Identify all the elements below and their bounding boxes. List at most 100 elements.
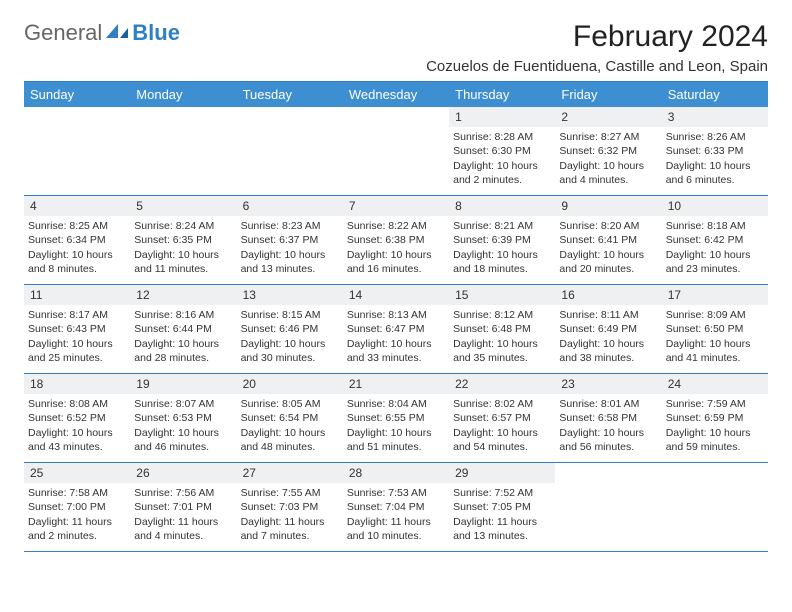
daylight-text: Daylight: 10 hours — [347, 426, 445, 440]
daylight-text: Daylight: 10 hours — [666, 426, 764, 440]
daylight-text: and 20 minutes. — [559, 262, 657, 276]
day-cell: 10Sunrise: 8:18 AMSunset: 6:42 PMDayligh… — [662, 196, 768, 284]
daylight-text: Daylight: 10 hours — [241, 248, 339, 262]
empty-cell — [662, 463, 768, 551]
sunset-text: Sunset: 6:30 PM — [453, 144, 551, 158]
date-number: 16 — [555, 285, 661, 305]
day-cell: 3Sunrise: 8:26 AMSunset: 6:33 PMDaylight… — [662, 107, 768, 195]
logo-text-blue: Blue — [132, 20, 180, 46]
day-header: Wednesday — [343, 82, 449, 107]
sunset-text: Sunset: 6:38 PM — [347, 233, 445, 247]
sunrise-text: Sunrise: 8:23 AM — [241, 219, 339, 233]
sunset-text: Sunset: 6:52 PM — [28, 411, 126, 425]
day-header: Sunday — [24, 82, 130, 107]
day-cell: 16Sunrise: 8:11 AMSunset: 6:49 PMDayligh… — [555, 285, 661, 373]
sunset-text: Sunset: 6:48 PM — [453, 322, 551, 336]
daylight-text: Daylight: 11 hours — [453, 515, 551, 529]
page-header: General Blue February 2024 Cozuelos de F… — [24, 20, 768, 75]
logo: General Blue — [24, 20, 180, 46]
sunrise-text: Sunrise: 8:27 AM — [559, 130, 657, 144]
daylight-text: and 25 minutes. — [28, 351, 126, 365]
date-number: 9 — [555, 196, 661, 216]
daylight-text: and 11 minutes. — [134, 262, 232, 276]
day-header: Friday — [555, 82, 661, 107]
daylight-text: and 10 minutes. — [347, 529, 445, 543]
title-block: February 2024 Cozuelos de Fuentiduena, C… — [426, 20, 768, 75]
date-number: 15 — [449, 285, 555, 305]
location: Cozuelos de Fuentiduena, Castille and Le… — [426, 58, 768, 75]
date-number: 13 — [237, 285, 343, 305]
day-cell: 23Sunrise: 8:01 AMSunset: 6:58 PMDayligh… — [555, 374, 661, 462]
date-number: 29 — [449, 463, 555, 483]
sunrise-text: Sunrise: 8:01 AM — [559, 397, 657, 411]
date-number: 21 — [343, 374, 449, 394]
daylight-text: Daylight: 10 hours — [453, 159, 551, 173]
sunrise-text: Sunrise: 8:17 AM — [28, 308, 126, 322]
daylight-text: Daylight: 10 hours — [453, 248, 551, 262]
sunrise-text: Sunrise: 7:55 AM — [241, 486, 339, 500]
sunset-text: Sunset: 6:35 PM — [134, 233, 232, 247]
daylight-text: Daylight: 10 hours — [666, 159, 764, 173]
sunset-text: Sunset: 6:44 PM — [134, 322, 232, 336]
date-number: 7 — [343, 196, 449, 216]
date-number: 24 — [662, 374, 768, 394]
empty-cell — [24, 107, 130, 195]
day-cell: 12Sunrise: 8:16 AMSunset: 6:44 PMDayligh… — [130, 285, 236, 373]
sunrise-text: Sunrise: 8:15 AM — [241, 308, 339, 322]
empty-cell — [343, 107, 449, 195]
daylight-text: Daylight: 10 hours — [559, 159, 657, 173]
day-cell: 15Sunrise: 8:12 AMSunset: 6:48 PMDayligh… — [449, 285, 555, 373]
daylight-text: and 23 minutes. — [666, 262, 764, 276]
day-cell: 19Sunrise: 8:07 AMSunset: 6:53 PMDayligh… — [130, 374, 236, 462]
date-number: 3 — [662, 107, 768, 127]
daylight-text: Daylight: 10 hours — [241, 426, 339, 440]
sunrise-text: Sunrise: 8:07 AM — [134, 397, 232, 411]
day-cell: 25Sunrise: 7:58 AMSunset: 7:00 PMDayligh… — [24, 463, 130, 551]
sunrise-text: Sunrise: 8:02 AM — [453, 397, 551, 411]
sunrise-text: Sunrise: 8:04 AM — [347, 397, 445, 411]
sunset-text: Sunset: 6:47 PM — [347, 322, 445, 336]
daylight-text: Daylight: 10 hours — [134, 426, 232, 440]
day-cell: 21Sunrise: 8:04 AMSunset: 6:55 PMDayligh… — [343, 374, 449, 462]
sunset-text: Sunset: 6:58 PM — [559, 411, 657, 425]
daylight-text: Daylight: 11 hours — [347, 515, 445, 529]
daylight-text: Daylight: 10 hours — [453, 426, 551, 440]
daylight-text: Daylight: 10 hours — [559, 426, 657, 440]
week-row: 11Sunrise: 8:17 AMSunset: 6:43 PMDayligh… — [24, 285, 768, 374]
sunset-text: Sunset: 7:04 PM — [347, 500, 445, 514]
sunrise-text: Sunrise: 8:28 AM — [453, 130, 551, 144]
date-number: 12 — [130, 285, 236, 305]
date-number: 2 — [555, 107, 661, 127]
week-row: 25Sunrise: 7:58 AMSunset: 7:00 PMDayligh… — [24, 463, 768, 552]
daylight-text: and 46 minutes. — [134, 440, 232, 454]
day-header: Tuesday — [237, 82, 343, 107]
day-cell: 8Sunrise: 8:21 AMSunset: 6:39 PMDaylight… — [449, 196, 555, 284]
date-number: 10 — [662, 196, 768, 216]
day-cell: 1 Sunrise: 8:28 AMSunset: 6:30 PMDaylight… — [449, 107, 555, 195]
week-row: 1Sunrise: 8:28 AMSunset: 6:30 PMDaylight… — [24, 107, 768, 196]
date-number: 1 — [449, 107, 555, 127]
week-row: 4Sunrise: 8:25 AMSunset: 6:34 PMDaylight… — [24, 196, 768, 285]
date-number: 22 — [449, 374, 555, 394]
sunrise-text: Sunrise: 7:56 AM — [134, 486, 232, 500]
date-number: 19 — [130, 374, 236, 394]
daylight-text: and 41 minutes. — [666, 351, 764, 365]
daylight-text: Daylight: 10 hours — [453, 337, 551, 351]
day-cell: 14Sunrise: 8:13 AMSunset: 6:47 PMDayligh… — [343, 285, 449, 373]
sunrise-text: Sunrise: 8:21 AM — [453, 219, 551, 233]
sunset-text: Sunset: 6:59 PM — [666, 411, 764, 425]
week-row: 18Sunrise: 8:08 AMSunset: 6:52 PMDayligh… — [24, 374, 768, 463]
sunrise-text: Sunrise: 8:05 AM — [241, 397, 339, 411]
daylight-text: Daylight: 10 hours — [241, 337, 339, 351]
daylight-text: and 51 minutes. — [347, 440, 445, 454]
sunset-text: Sunset: 6:32 PM — [559, 144, 657, 158]
sunrise-text: Sunrise: 8:09 AM — [666, 308, 764, 322]
date-number: 26 — [130, 463, 236, 483]
date-number: 17 — [662, 285, 768, 305]
daylight-text: and 8 minutes. — [28, 262, 126, 276]
empty-cell — [237, 107, 343, 195]
daylight-text: and 59 minutes. — [666, 440, 764, 454]
date-number: 4 — [24, 196, 130, 216]
sunset-text: Sunset: 6:50 PM — [666, 322, 764, 336]
day-header: Monday — [130, 82, 236, 107]
